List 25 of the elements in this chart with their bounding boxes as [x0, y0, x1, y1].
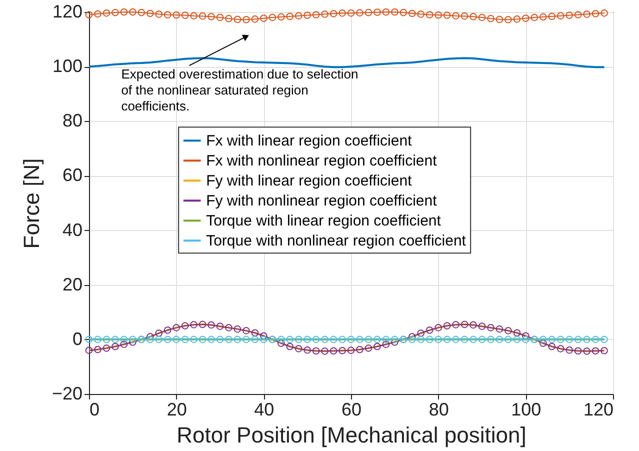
legend-label: Torque with nonlinear region coefficient	[206, 232, 467, 250]
y-tick-label: 0	[72, 328, 82, 349]
legend-label: Fy with nonlinear region coefficient	[206, 192, 438, 210]
y-tick-label: 80	[62, 110, 82, 131]
x-tick-label: 120	[583, 400, 614, 420]
legend-label: Torque with linear region coefficient	[206, 212, 442, 230]
line-series	[88, 57, 606, 68]
y-tick-label: 40	[62, 220, 82, 240]
legend-label: Fx with linear region coefficient	[206, 132, 413, 150]
y-tick-label: 20	[62, 274, 82, 294]
x-axis-title: Rotor Position [Mechanical position]	[176, 422, 526, 448]
y-tick-label: −20	[52, 384, 82, 404]
annotation: Expected overestimation due to selection of the nonlinear saturated region coefficients.	[121, 66, 358, 114]
y-tick-label: 120	[52, 2, 82, 22]
x-tick-label: 100	[511, 400, 542, 420]
x-tick-label: 80	[428, 400, 449, 420]
legend-label: Fx with nonlinear region coefficient	[206, 152, 438, 170]
y-tick-label: 100	[52, 56, 82, 76]
x-tick-label: 40	[254, 400, 274, 420]
legend-label: Fy with linear region coefficient	[206, 172, 413, 190]
y-tick-label: 60	[62, 165, 82, 186]
x-tick-label: 20	[166, 400, 187, 420]
x-tick-label: 0	[90, 400, 100, 420]
y-axis-title: Force [N]	[18, 158, 44, 249]
x-tick-label: 60	[341, 400, 362, 420]
